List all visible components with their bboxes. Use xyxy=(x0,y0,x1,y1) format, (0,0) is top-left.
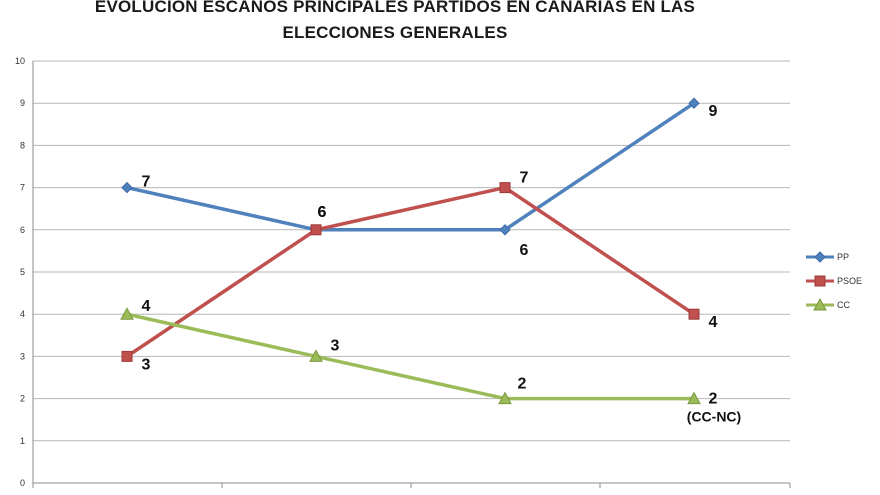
data-point-psoe xyxy=(499,182,511,194)
y-tick-label: 5 xyxy=(20,267,25,277)
y-tick-label: 9 xyxy=(20,98,25,108)
data-label-pp: 9 xyxy=(709,103,718,120)
y-tick-label: 10 xyxy=(15,56,25,66)
series-line-cc xyxy=(126,312,694,401)
data-point-psoe xyxy=(310,224,322,236)
data-label-cc: 4 xyxy=(142,298,151,315)
y-tick-label: 0 xyxy=(20,478,25,488)
data-label-psoe: 3 xyxy=(142,356,151,373)
legend-marker-cc xyxy=(813,297,827,311)
y-tick-label: 3 xyxy=(20,351,25,361)
data-label-psoe: 4 xyxy=(709,314,718,331)
chart-title-line-2: ELECCIONES GENERALES xyxy=(282,23,508,42)
data-point-cc xyxy=(498,391,512,405)
legend-label-psoe: PSOE xyxy=(837,276,862,286)
data-label-psoe: 6 xyxy=(318,204,327,221)
y-tick-label: 8 xyxy=(20,140,25,150)
data-point-cc xyxy=(120,307,134,320)
data-point-psoe xyxy=(688,308,700,320)
data-point-pp xyxy=(688,97,700,109)
legend-marker-pp xyxy=(814,251,826,263)
data-label-pp: 7 xyxy=(142,174,151,191)
series-line-pp xyxy=(126,101,695,232)
data-label-psoe: 7 xyxy=(520,170,529,187)
y-tick-label: 2 xyxy=(20,394,25,404)
y-tick-label: 4 xyxy=(20,309,25,319)
data-annotation: (CC-NC) xyxy=(687,409,741,425)
series-line-psoe xyxy=(126,185,695,358)
chart-title: EVOLUCIÓN ESCAÑOS PRINCIPALES PARTIDOS E… xyxy=(0,0,790,46)
data-label-cc: 3 xyxy=(331,337,340,354)
y-tick-label: 7 xyxy=(20,183,25,193)
data-label-pp: 6 xyxy=(520,242,529,259)
data-point-pp xyxy=(499,224,511,236)
legend-label-pp: PP xyxy=(837,252,849,262)
data-label-pp: 6 xyxy=(318,204,327,221)
legend-marker-psoe xyxy=(814,275,826,287)
data-point-cc xyxy=(309,349,323,362)
data-label-cc: 2 xyxy=(709,391,718,408)
data-point-psoe xyxy=(121,350,133,362)
y-tick-label: 1 xyxy=(20,436,25,446)
data-point-cc xyxy=(687,391,701,405)
y-tick-label: 6 xyxy=(20,225,25,235)
chart-title-line-1: EVOLUCIÓN ESCAÑOS PRINCIPALES PARTIDOS E… xyxy=(94,0,696,16)
data-point-pp xyxy=(121,181,133,194)
data-label-cc: 2 xyxy=(518,376,527,393)
legend-label-cc: CC xyxy=(837,300,850,310)
